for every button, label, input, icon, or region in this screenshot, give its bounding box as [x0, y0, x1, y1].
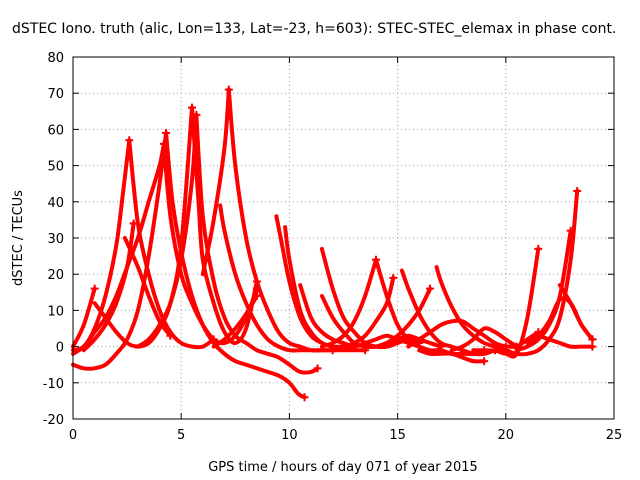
series-line-26: [374, 286, 433, 349]
series-line-16: [211, 293, 259, 349]
series-line-12: [194, 112, 320, 375]
y-tick-label: 70: [47, 87, 64, 102]
axis-ticks: 0 5 10 15 20 25 -20 -10 0 10 20 30 40 50 60 70 80: [43, 51, 623, 443]
series-line-10: [164, 131, 307, 400]
series-line-36: [557, 283, 595, 342]
series-line-31: [471, 330, 541, 353]
x-tick-label: 5: [177, 428, 185, 443]
series-line-1: [71, 138, 132, 353]
series-line-13: [200, 87, 231, 277]
series-end-marker: [480, 357, 489, 366]
series-line-27: [434, 265, 508, 353]
y-tick-label: 10: [47, 304, 64, 319]
x-tick-label: 20: [498, 428, 515, 443]
series-line-29: [417, 348, 487, 364]
series-line-28: [406, 318, 508, 349]
series-end-marker: [566, 226, 575, 235]
series-line-2: [71, 131, 169, 371]
series-line-25: [399, 268, 497, 357]
series-end-marker: [588, 335, 597, 344]
x-tick-label: 15: [389, 428, 406, 443]
series-line-7: [127, 138, 216, 350]
series-line-14: [226, 87, 368, 353]
series-line-24: [341, 275, 396, 349]
x-axis-label: GPS time / hours of day 071 of year 2015: [208, 460, 478, 475]
series-end-marker: [588, 342, 597, 351]
series-end-marker: [252, 291, 261, 300]
series-line-11: [190, 105, 259, 346]
chart-title: dSTEC Iono. truth (alic, Lon=133, Lat=-2…: [12, 21, 616, 37]
series-end-marker: [90, 284, 99, 293]
y-tick-label: 20: [47, 268, 64, 283]
series-line-37: [536, 333, 595, 349]
x-tick-label: 10: [281, 428, 298, 443]
x-tick-label: 0: [69, 428, 77, 443]
y-tick-label: 40: [47, 196, 64, 211]
y-tick-label: 60: [47, 123, 64, 138]
series-end-marker: [300, 393, 309, 402]
data-series: [71, 85, 597, 402]
series-line-4: [81, 221, 136, 353]
series-line-15: [218, 203, 335, 353]
series-line-33: [503, 188, 580, 357]
series-end-marker: [534, 244, 543, 253]
series-end-marker: [573, 186, 582, 195]
series-line-23: [374, 257, 487, 357]
y-tick-label: -20: [43, 413, 64, 428]
y-tick-label: 0: [56, 341, 64, 356]
plot-frame: [72, 56, 615, 420]
series-end-marker: [389, 273, 398, 282]
series-line-30: [449, 326, 519, 353]
y-tick-label: 30: [47, 232, 64, 247]
series-line-0: [71, 286, 97, 349]
series-line-8: [135, 112, 199, 349]
y-tick-label: 50: [47, 160, 64, 175]
x-tick-label: 25: [606, 428, 623, 443]
series-line-6: [122, 236, 173, 338]
series-line-22: [319, 257, 378, 349]
y-tick-label: 80: [47, 51, 64, 66]
series-end-marker: [313, 364, 322, 373]
series-end-marker: [426, 284, 435, 293]
y-tick-label: -10: [43, 377, 64, 392]
grid-lines: [73, 57, 614, 419]
y-axis-label: dSTEC / TECUs: [11, 190, 26, 286]
